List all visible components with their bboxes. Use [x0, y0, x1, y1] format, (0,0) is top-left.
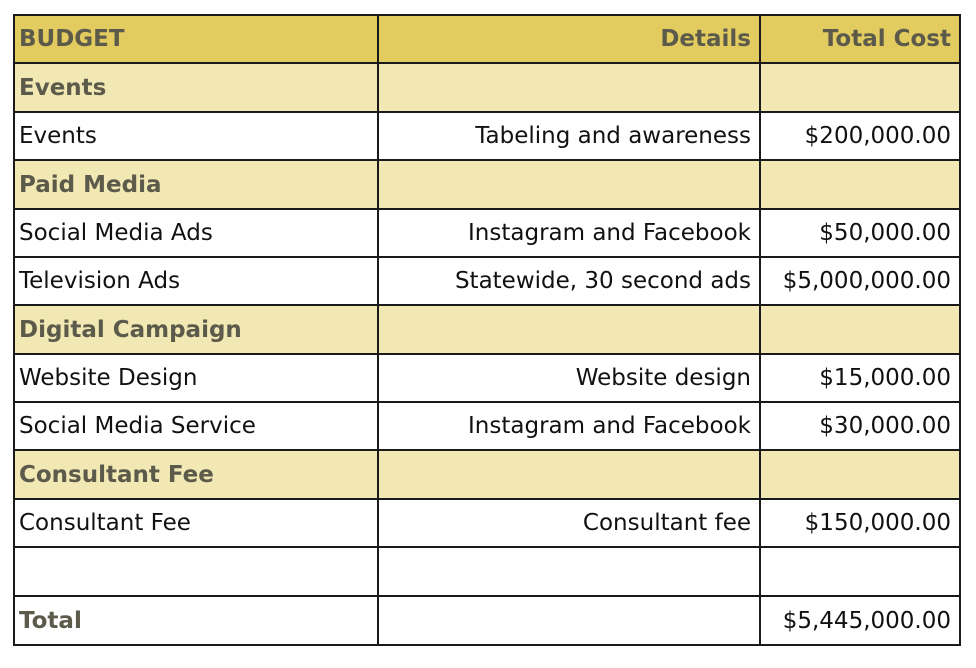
table-row: Social Media Service Instagram and Faceb…: [13, 401, 961, 451]
header-budget[interactable]: BUDGET: [13, 14, 379, 64]
item-label-cell[interactable]: Website Design: [13, 353, 379, 403]
item-details-cell[interactable]: Statewide, 30 second ads: [377, 256, 761, 306]
blank-cell[interactable]: [13, 546, 379, 597]
section-row: Digital Campaign: [13, 304, 961, 355]
item-label-cell[interactable]: Social Media Service: [13, 401, 379, 451]
item-cost-cell[interactable]: $5,000,000.00: [759, 256, 961, 306]
item-label-cell[interactable]: Television Ads: [13, 256, 379, 306]
total-row: Total $5,445,000.00: [13, 595, 961, 646]
total-details-cell[interactable]: [377, 595, 761, 646]
section-label-cell[interactable]: Events: [13, 62, 379, 113]
blank-cell[interactable]: [759, 546, 961, 597]
table-row: Social Media Ads Instagram and Facebook …: [13, 208, 961, 258]
item-cost-cell[interactable]: $15,000.00: [759, 353, 961, 403]
item-details-cell[interactable]: Tabeling and awareness: [377, 111, 761, 161]
header-details[interactable]: Details: [377, 14, 761, 64]
item-cost-cell[interactable]: $30,000.00: [759, 401, 961, 451]
total-cost-cell[interactable]: $5,445,000.00: [759, 595, 961, 646]
section-cost-cell[interactable]: [759, 449, 961, 500]
item-label-cell[interactable]: Social Media Ads: [13, 208, 379, 258]
section-details-cell[interactable]: [377, 449, 761, 500]
section-row: Consultant Fee: [13, 449, 961, 500]
table-row: Television Ads Statewide, 30 second ads …: [13, 256, 961, 306]
item-details-cell[interactable]: Instagram and Facebook: [377, 401, 761, 451]
blank-row: [13, 546, 961, 597]
blank-cell[interactable]: [377, 546, 761, 597]
item-cost-cell[interactable]: $150,000.00: [759, 498, 961, 548]
section-details-cell[interactable]: [377, 304, 761, 355]
section-details-cell[interactable]: [377, 62, 761, 113]
section-label-cell[interactable]: Digital Campaign: [13, 304, 379, 355]
section-cost-cell[interactable]: [759, 62, 961, 113]
section-label-cell[interactable]: Consultant Fee: [13, 449, 379, 500]
item-cost-cell[interactable]: $50,000.00: [759, 208, 961, 258]
table-row: Consultant Fee Consultant fee $150,000.0…: [13, 498, 961, 548]
table-row: Events Tabeling and awareness $200,000.0…: [13, 111, 961, 161]
header-row: BUDGET Details Total Cost: [13, 14, 961, 64]
section-details-cell[interactable]: [377, 159, 761, 210]
item-details-cell[interactable]: Website design: [377, 353, 761, 403]
section-row: Paid Media: [13, 159, 961, 210]
table-row: Website Design Website design $15,000.00: [13, 353, 961, 403]
section-label-cell[interactable]: Paid Media: [13, 159, 379, 210]
section-row: Events: [13, 62, 961, 113]
section-cost-cell[interactable]: [759, 159, 961, 210]
item-label-cell[interactable]: Consultant Fee: [13, 498, 379, 548]
budget-table: BUDGET Details Total Cost Events Events …: [13, 14, 961, 646]
item-cost-cell[interactable]: $200,000.00: [759, 111, 961, 161]
item-details-cell[interactable]: Instagram and Facebook: [377, 208, 761, 258]
total-label-cell[interactable]: Total: [13, 595, 379, 646]
item-label-cell[interactable]: Events: [13, 111, 379, 161]
item-details-cell[interactable]: Consultant fee: [377, 498, 761, 548]
section-cost-cell[interactable]: [759, 304, 961, 355]
header-total-cost[interactable]: Total Cost: [759, 14, 961, 64]
